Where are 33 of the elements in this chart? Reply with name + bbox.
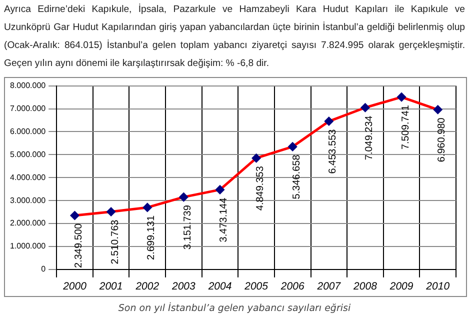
text: Son on yıl İstanbul’a gelen yabancı sayıları eğrisi — [117, 303, 352, 314]
x-tick-label: 2005 — [244, 280, 268, 293]
x-tick-label: 2010 — [425, 280, 450, 293]
y-tick-label: 0 — [41, 264, 46, 274]
data-label: 2.510.763 — [110, 219, 121, 264]
data-label: 7.509.741 — [400, 104, 412, 150]
data-label: 6.960.980 — [436, 117, 448, 162]
data-label: 3.151.739 — [182, 204, 194, 250]
data-label: 3.473.144 — [218, 197, 230, 242]
y-tick-label: 2.000.000 — [10, 218, 46, 228]
y-tick-label: 3.000.000 — [10, 196, 46, 205]
data-label: 6.453.553 — [328, 128, 339, 174]
x-tick-label: 2001 — [98, 280, 123, 293]
data-label: 7.049.234 — [364, 115, 375, 160]
data-label: 2.349.500 — [73, 223, 84, 268]
y-tick-label: 6.000.000 — [10, 126, 46, 136]
x-tick-label: 2002 — [134, 280, 160, 293]
y-tick-label: 7.000.000 — [10, 104, 46, 113]
data-label: 4.849.353 — [255, 166, 266, 211]
y-tick-label: 8.000.000 — [10, 81, 46, 90]
x-tick-label: 2006 — [280, 280, 304, 293]
y-tick-label: 1.000.000 — [10, 242, 46, 251]
text: Ayrıca Edirne’deki Kapıkule, İpsala, Pazarkule ve Hamzabeyli Kara Hudut Kapıları ile Kapıkule ve Uzunköprü Gar Hudut Kapılarından giriş yapan yabancılardan üçte birinin İstanbul’a geldiği belirlenmiş olup (Ocak-Aralık: 864.015) İstanbul’a gelen toplam yabancı ziyaretçi sayısı 7.824.995 olarak gerçekleşmiştir. Geçen yılın aynı dönemi ile karşılaştırırsak değişim: % -6,8 dir. — [4, 2, 465, 71]
data-label: 5.346.658 — [291, 154, 302, 200]
x-tick-label: 2000 — [62, 280, 87, 293]
x-tick-label: 2007 — [316, 280, 342, 293]
x-tick-label: 2009 — [388, 280, 414, 293]
y-tick-label: 4.000.000 — [10, 172, 46, 182]
x-tick-label: 2003 — [170, 280, 196, 293]
data-label: 2.699.131 — [146, 215, 158, 260]
x-tick-label: 2004 — [207, 280, 232, 293]
y-tick-label: 5.000.000 — [10, 150, 46, 159]
x-tick-label: 2008 — [352, 280, 378, 293]
